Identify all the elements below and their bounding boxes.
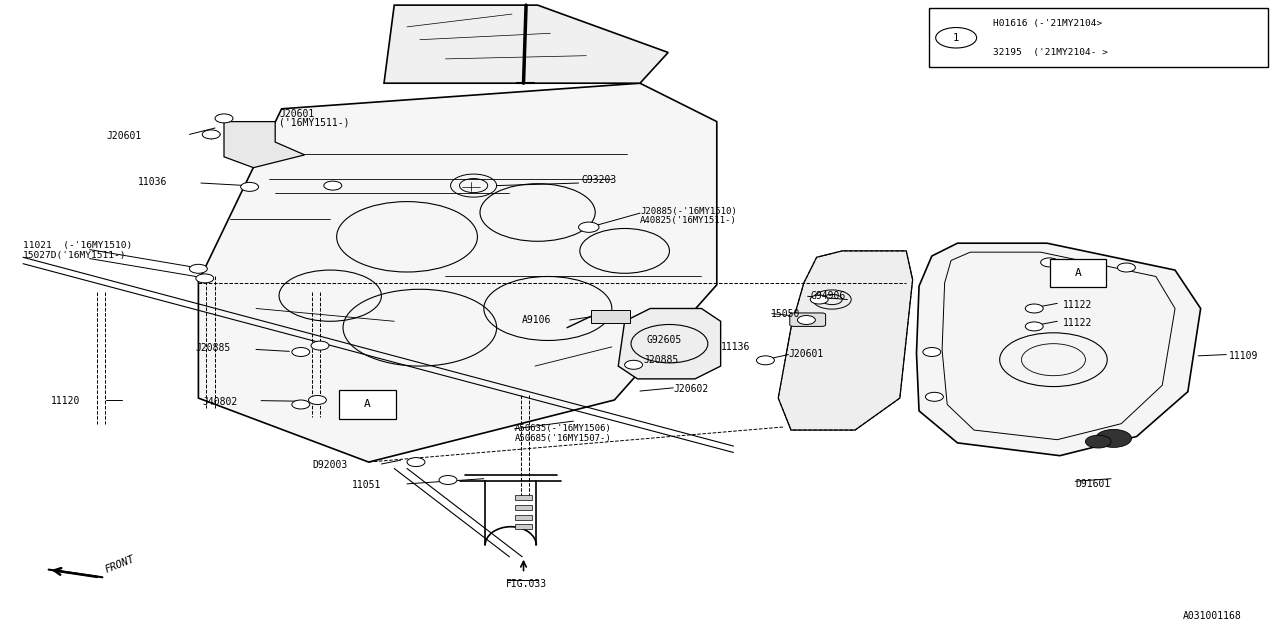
Bar — [591, 310, 630, 323]
Circle shape — [311, 341, 329, 350]
Circle shape — [215, 114, 233, 123]
Text: A031001168: A031001168 — [1183, 611, 1242, 621]
Polygon shape — [198, 83, 717, 462]
Text: 11122: 11122 — [1062, 317, 1092, 328]
Bar — [515, 524, 532, 529]
Polygon shape — [618, 308, 721, 379]
Text: 11136: 11136 — [721, 342, 750, 352]
Text: G93203: G93203 — [581, 175, 617, 186]
Text: D92003: D92003 — [312, 460, 348, 470]
Text: FIG.033: FIG.033 — [506, 579, 547, 589]
Polygon shape — [778, 251, 913, 430]
Circle shape — [292, 400, 310, 409]
Circle shape — [797, 316, 815, 324]
Circle shape — [1025, 304, 1043, 313]
Circle shape — [324, 181, 342, 190]
Text: 11036: 11036 — [138, 177, 168, 187]
Text: A50635(-'16MY1506): A50635(-'16MY1506) — [515, 424, 612, 433]
Text: 15050: 15050 — [771, 308, 800, 319]
Text: 11051: 11051 — [352, 480, 381, 490]
Text: J20885(-'16MY1510): J20885(-'16MY1510) — [640, 207, 737, 216]
Text: FRONT: FRONT — [104, 554, 137, 575]
Circle shape — [308, 396, 326, 404]
Text: A40825('16MY1511-): A40825('16MY1511-) — [640, 216, 737, 225]
Text: J20601: J20601 — [788, 349, 824, 359]
Text: A50685('16MY1507-): A50685('16MY1507-) — [515, 434, 612, 443]
Circle shape — [1025, 322, 1043, 331]
Text: G92605: G92605 — [646, 335, 682, 345]
FancyBboxPatch shape — [790, 313, 826, 326]
Text: 11021  (-'16MY1510): 11021 (-'16MY1510) — [23, 241, 132, 250]
Bar — [929, 8, 1268, 67]
Text: A9106: A9106 — [522, 315, 552, 325]
Circle shape — [292, 348, 310, 356]
Text: J40802: J40802 — [202, 397, 238, 407]
Text: ('16MY1511-): ('16MY1511-) — [279, 118, 349, 128]
Circle shape — [241, 182, 259, 191]
Text: J20885: J20885 — [196, 343, 232, 353]
Text: A: A — [1074, 268, 1082, 278]
Circle shape — [810, 295, 828, 304]
Circle shape — [202, 130, 220, 139]
Circle shape — [923, 348, 941, 356]
Bar — [515, 515, 532, 520]
Text: 15027D('16MY1511-): 15027D('16MY1511-) — [23, 251, 127, 260]
Circle shape — [1117, 263, 1135, 272]
Bar — [1050, 259, 1106, 287]
Polygon shape — [384, 5, 668, 83]
Circle shape — [1041, 258, 1059, 267]
Circle shape — [756, 356, 774, 365]
Text: 11120: 11120 — [51, 396, 81, 406]
Circle shape — [625, 360, 643, 369]
Circle shape — [439, 476, 457, 484]
Polygon shape — [224, 122, 305, 168]
Text: J20885: J20885 — [644, 355, 680, 365]
Circle shape — [925, 392, 943, 401]
Bar — [515, 505, 532, 510]
Text: 1: 1 — [954, 33, 959, 43]
Text: 11109: 11109 — [1229, 351, 1258, 361]
Text: D91601: D91601 — [1075, 479, 1111, 490]
Circle shape — [196, 274, 214, 283]
Circle shape — [407, 458, 425, 467]
Text: J20601: J20601 — [279, 109, 315, 119]
Bar — [339, 390, 396, 419]
Circle shape — [579, 222, 599, 232]
Circle shape — [189, 264, 207, 273]
Text: A: A — [364, 399, 371, 410]
Text: 11122: 11122 — [1062, 300, 1092, 310]
Text: 32195  ('21MY2104- >: 32195 ('21MY2104- > — [993, 48, 1108, 57]
Text: J20602: J20602 — [673, 384, 709, 394]
Bar — [515, 495, 532, 500]
Text: J20601: J20601 — [106, 131, 142, 141]
Text: G94906: G94906 — [810, 291, 846, 301]
Circle shape — [1085, 435, 1111, 448]
Polygon shape — [916, 243, 1201, 456]
Circle shape — [1096, 429, 1132, 447]
Text: H01616 (-'21MY2104>: H01616 (-'21MY2104> — [993, 19, 1102, 28]
